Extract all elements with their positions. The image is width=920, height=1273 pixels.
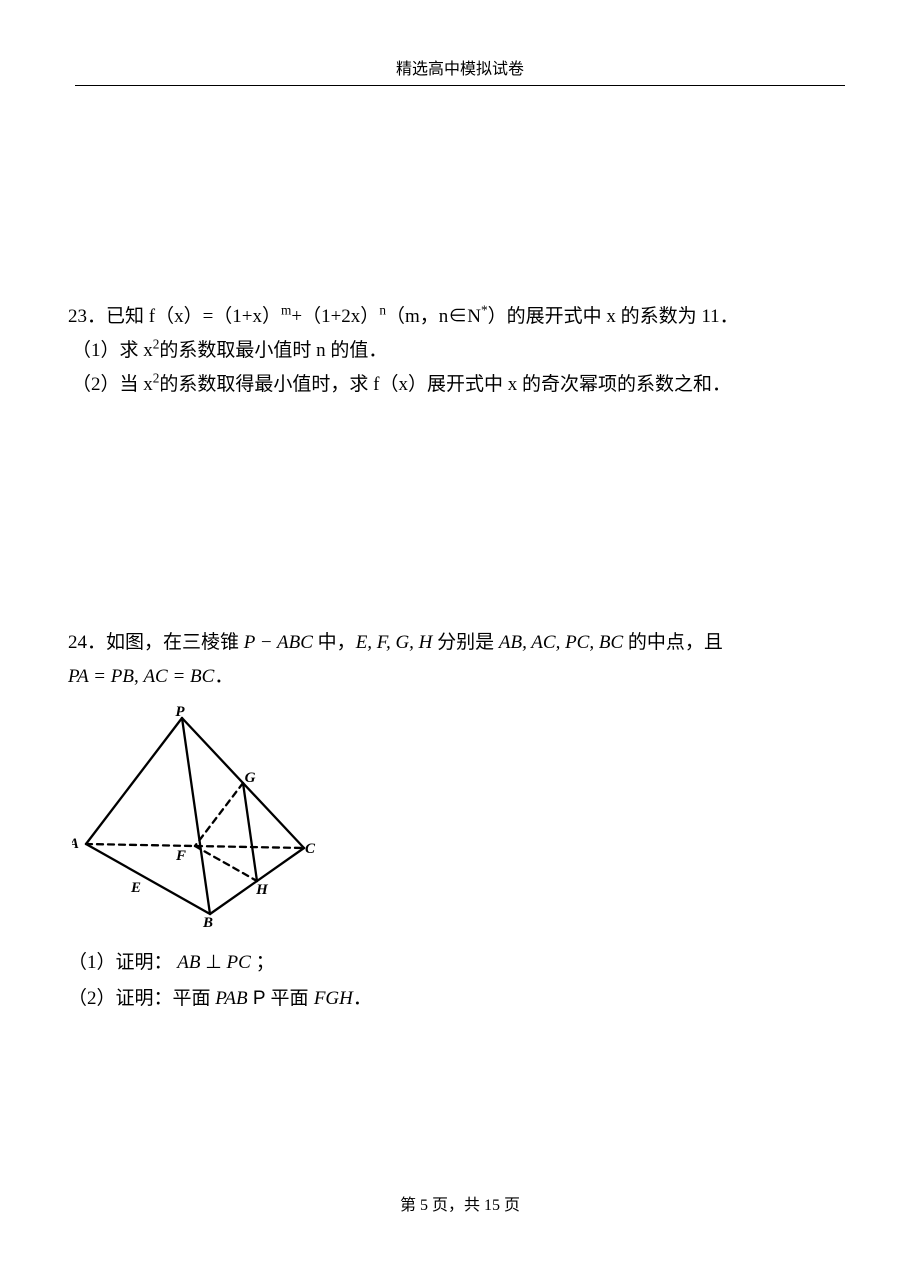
problem-23: 23．已知 f（x）=（1+x）m+（1+2x）n（m，n∈N*）的展开式中 x… [68,300,848,402]
p24-sep: ． [87,632,106,653]
p23-sub2-b: 的系数取得最小值时，求 f（x）展开式中 x 的奇次幂项的系数之和． [159,374,731,395]
svg-text:C: C [305,841,316,857]
svg-text:A: A [72,836,79,852]
page-content: 23．已知 f（x）=（1+x）m+（1+2x）n（m，n∈N*）的展开式中 x… [68,300,848,1016]
svg-text:H: H [255,882,269,898]
p23-sub2-a: （2）当 x [72,374,153,395]
exam-page: 精选高中模拟试卷 23．已知 f（x）=（1+x）m+（1+2x）n（m，n∈N… [0,0,920,1273]
p24-l1c: 分别是 [432,632,499,653]
page-header: 精选高中模拟试卷 [75,55,845,86]
p24-acbc: AC = BC [143,666,214,687]
p23-sub1: （1）求 x2的系数取最小值时 n 的值． [68,334,848,368]
p24-pabc: P − ABC [244,632,313,653]
p24-abacpcbc: AB, AC, PC, BC [499,632,623,653]
p24-proof2-a: （2）证明：平面 [68,988,215,1009]
p24-number: 24 [68,632,87,653]
svg-text:E: E [130,880,141,896]
p24-proof1-a: （1）证明： [68,952,173,973]
svg-text:F: F [175,848,186,864]
footer-suffix: 页 [500,1197,520,1214]
svg-text:B: B [202,915,213,928]
footer-pageno: 5 [420,1197,428,1214]
p24-line1: 24．如图，在三棱锥 P − ABC 中，E, F, G, H 分别是 AB, … [68,626,848,660]
p24-efgh: E, F, G, H [356,632,433,653]
p23-sub1-a: （1）求 x [72,340,153,361]
page-footer: 第 5 页，共 15 页 [0,1191,920,1215]
p24-proof2: （2）证明：平面 PAB P 平面 FGH． [68,982,848,1016]
p24-period: ． [214,666,233,687]
footer-prefix: 第 [400,1197,420,1214]
p23-exp-star: * [481,303,488,318]
footer-total: 15 [484,1197,500,1214]
p24-proof2-end: ． [353,988,372,1009]
p24-proof1: （1）证明： AB PC ； [68,946,848,980]
p24-papb: PA = PB [68,666,134,687]
p23-sub2: （2）当 x2的系数取得最小值时，求 f（x）展开式中 x 的奇次幂项的系数之和… [68,368,848,402]
p24-l1b: 中， [313,632,356,653]
p24-proof1-end: ； [256,952,275,973]
footer-middle: 页，共 [428,1197,484,1214]
p23-number: 23 [68,306,87,327]
svg-text:G: G [245,770,256,786]
perpendicular-icon [205,952,222,973]
p23-lead-c: ）的展开式中 x 的系数为 11． [488,306,739,327]
p24-line2: PA = PB, AC = BC． [68,660,848,694]
p24-proof1-pc: PC [227,952,251,973]
p23-sub1-b: 的系数取最小值时 n 的值． [159,340,387,361]
tetrahedron-figure: P A C B G F H E [72,704,328,928]
p23-exp-n: n [379,303,386,318]
p24-proof2-mid: P 平面 [248,988,314,1009]
p23-exp-m: m [281,303,291,318]
p23-statement: 23．已知 f（x）=（1+x）m+（1+2x）n（m，n∈N*）的展开式中 x… [68,300,848,334]
p24-figure-wrap: P A C B G F H E [72,704,848,940]
p23-lead-a: 已知 f（x）=（1+x） [106,306,281,327]
p23-lead-b: （m，n∈N [386,306,481,327]
p24-l1d: 的中点，且 [623,632,723,653]
svg-text:P: P [175,704,185,720]
problem-24: 24．如图，在三棱锥 P − ABC 中，E, F, G, H 分别是 AB, … [68,626,848,1016]
p23-plus: +（1+2x） [291,306,379,327]
p23-sep: ． [87,306,106,327]
p24-l1a: 如图，在三棱锥 [106,632,244,653]
p24-proof2-fgh: FGH [314,988,353,1009]
p24-proof2-pab: PAB [215,988,247,1009]
header-title: 精选高中模拟试卷 [396,61,524,78]
p24-proof1-ab: AB [177,952,200,973]
